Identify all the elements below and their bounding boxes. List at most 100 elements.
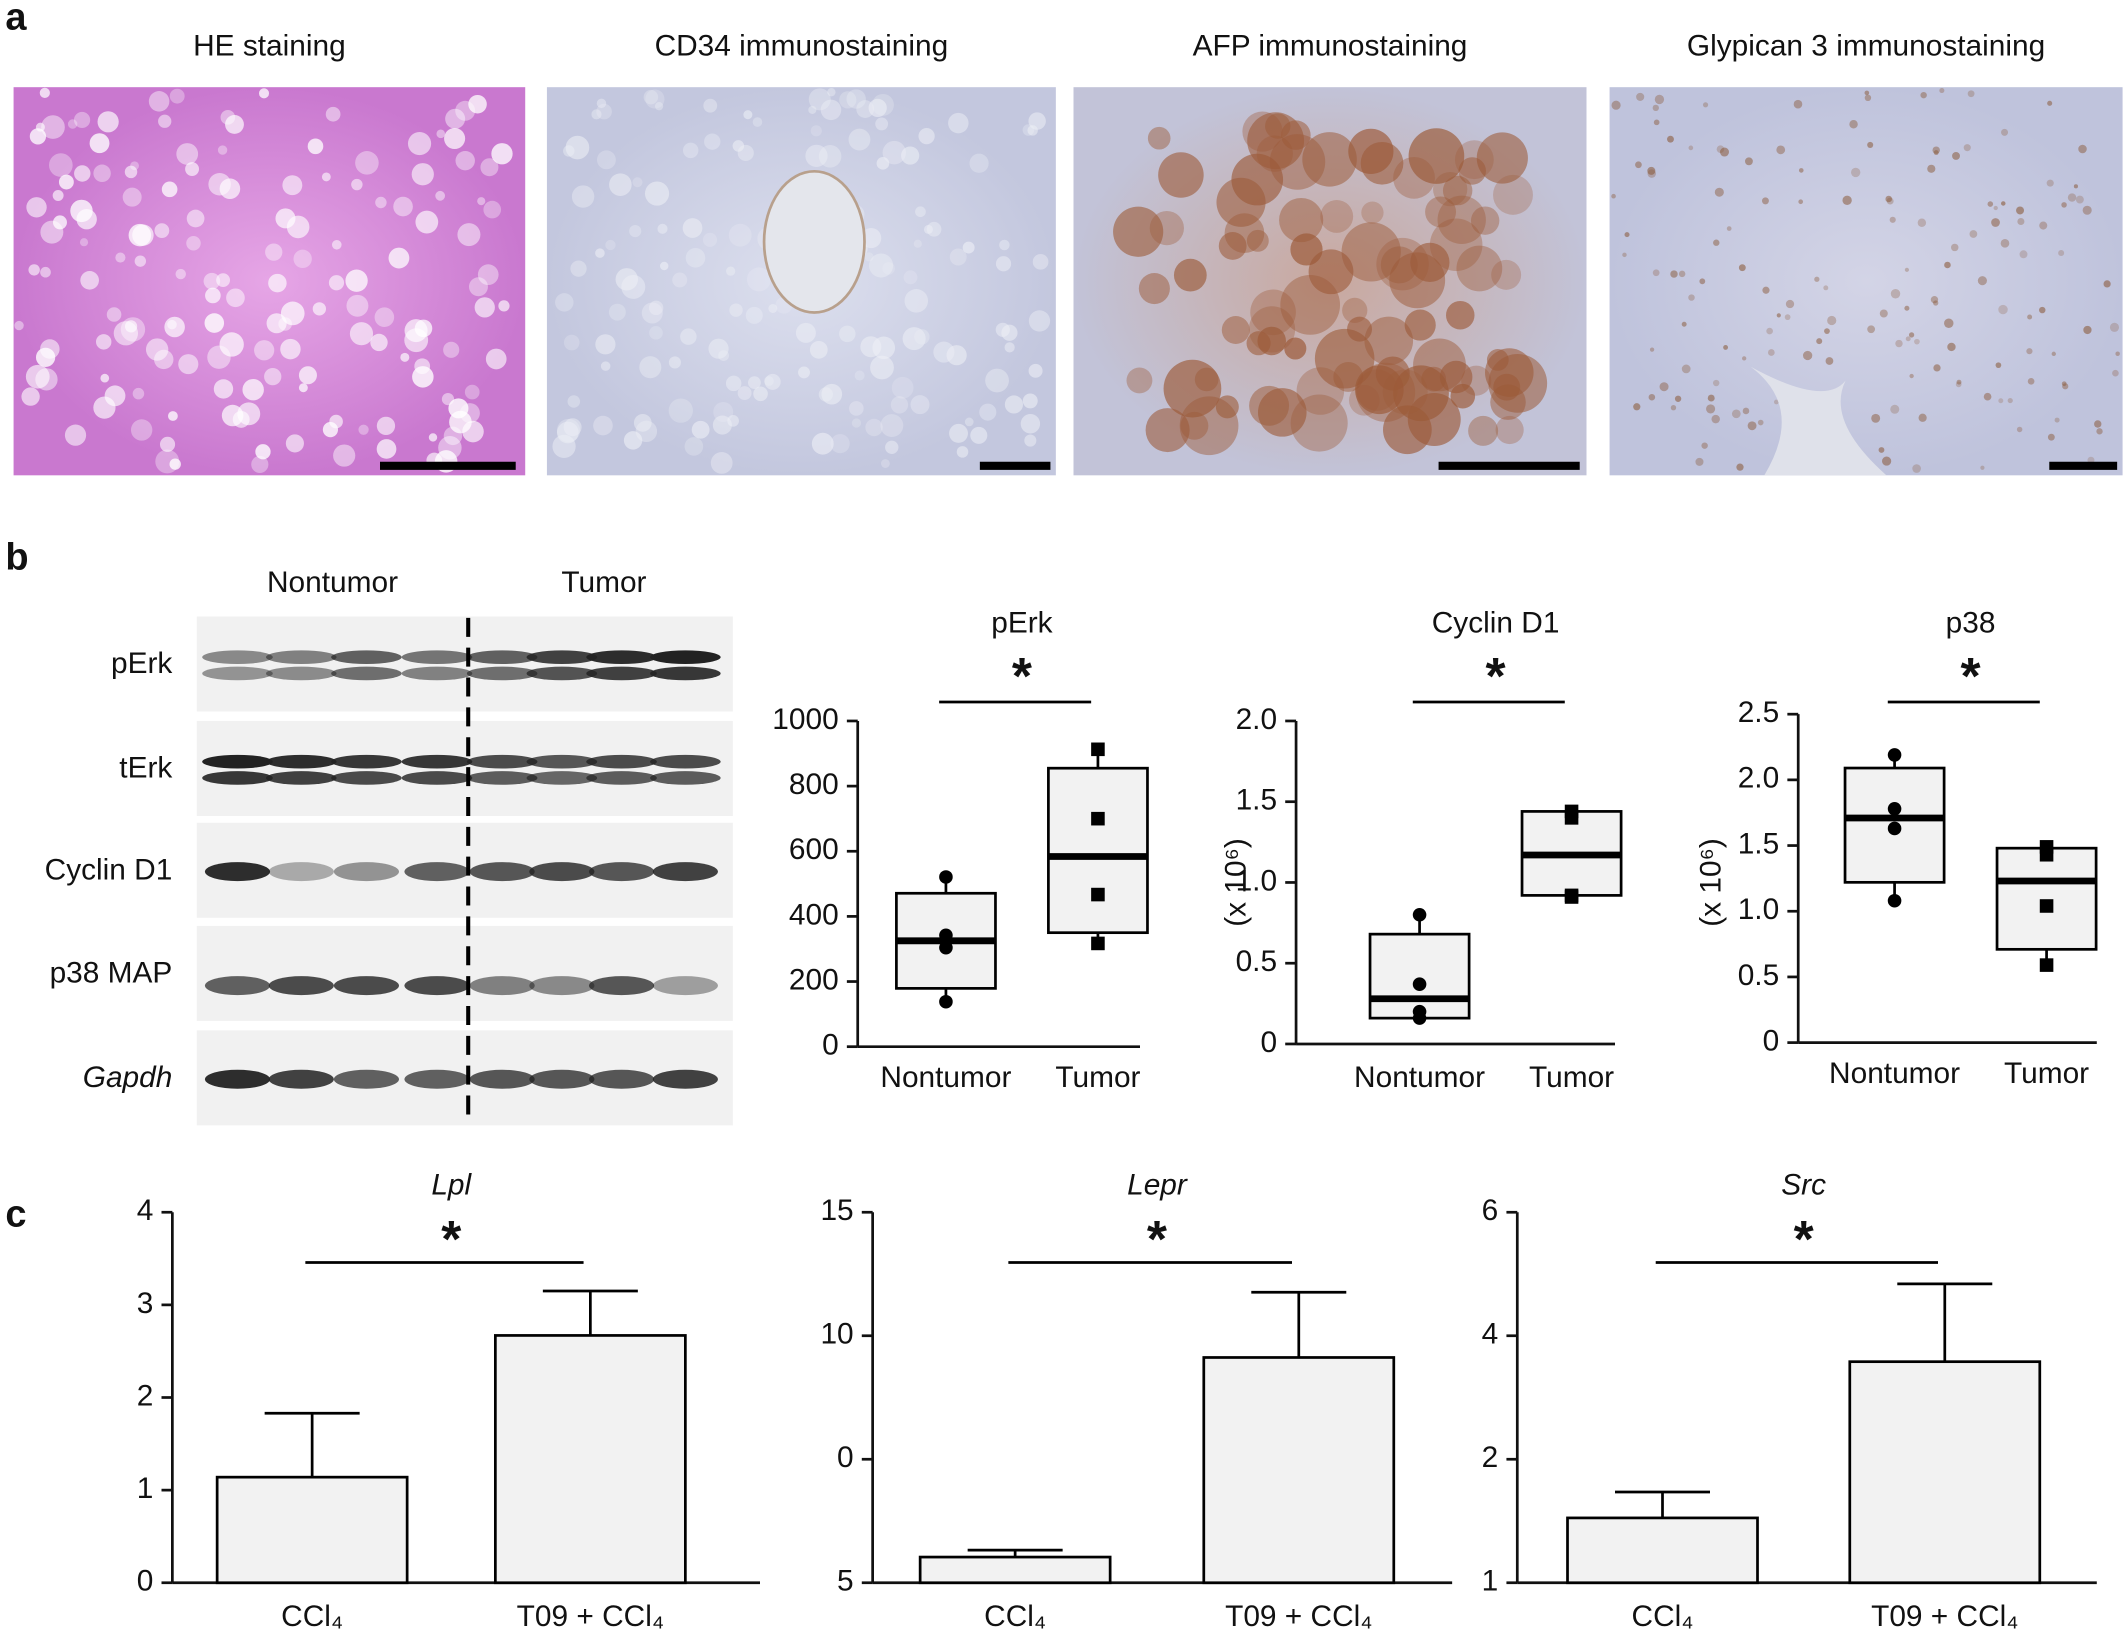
texture bbox=[1969, 230, 1978, 238]
texture bbox=[632, 177, 643, 188]
texture bbox=[1814, 276, 1820, 282]
band bbox=[333, 1069, 399, 1089]
texture bbox=[477, 197, 486, 206]
texture bbox=[325, 106, 341, 122]
texture bbox=[659, 261, 669, 271]
texture bbox=[764, 373, 781, 390]
texture bbox=[130, 161, 139, 171]
point bbox=[2039, 899, 2054, 913]
texture bbox=[846, 89, 866, 109]
texture bbox=[186, 209, 205, 228]
texture bbox=[1231, 153, 1284, 206]
texture bbox=[208, 173, 231, 196]
point bbox=[1091, 742, 1105, 757]
texture bbox=[1952, 151, 1960, 160]
texture bbox=[104, 385, 126, 407]
point bbox=[939, 870, 953, 884]
band bbox=[202, 771, 273, 785]
texture bbox=[1933, 150, 1939, 156]
texture bbox=[1004, 395, 1024, 414]
texture bbox=[1864, 94, 1872, 102]
texture bbox=[914, 329, 930, 345]
bar bbox=[1202, 1356, 1396, 1585]
texture bbox=[113, 321, 139, 346]
image-title: AFP immunostaining bbox=[1193, 30, 1468, 63]
texture bbox=[480, 158, 499, 177]
y-tick-label: 5 bbox=[837, 1565, 854, 1598]
texture bbox=[882, 140, 906, 165]
texture bbox=[2062, 383, 2069, 390]
texture bbox=[591, 109, 602, 120]
y-tick-label: 2.0 bbox=[1738, 762, 1780, 795]
texture bbox=[970, 426, 988, 444]
texture bbox=[28, 264, 40, 276]
texture bbox=[810, 125, 822, 137]
band bbox=[466, 754, 538, 769]
texture bbox=[595, 334, 616, 355]
texture bbox=[145, 338, 169, 361]
band bbox=[586, 650, 657, 664]
texture bbox=[2051, 351, 2056, 357]
texture bbox=[26, 197, 47, 218]
band bbox=[466, 650, 538, 664]
band bbox=[401, 754, 473, 769]
texture bbox=[2027, 377, 2035, 385]
vessel bbox=[762, 169, 866, 314]
texture bbox=[1265, 113, 1291, 139]
texture bbox=[1215, 395, 1239, 419]
texture bbox=[282, 175, 303, 196]
texture bbox=[444, 127, 466, 150]
texture bbox=[438, 436, 462, 460]
texture bbox=[809, 340, 828, 359]
point bbox=[1412, 907, 1427, 922]
texture bbox=[268, 273, 287, 293]
texture bbox=[1849, 120, 1858, 129]
band bbox=[466, 666, 538, 681]
texture bbox=[861, 227, 882, 249]
texture bbox=[615, 268, 638, 291]
texture bbox=[645, 89, 665, 109]
texture bbox=[333, 444, 356, 467]
texture bbox=[468, 277, 488, 297]
texture bbox=[2026, 348, 2033, 355]
texture bbox=[1714, 187, 1724, 197]
texture bbox=[1944, 318, 1954, 328]
texture bbox=[2058, 250, 2065, 257]
texture bbox=[1410, 242, 1450, 283]
point bbox=[1564, 890, 1579, 904]
texture bbox=[462, 420, 484, 443]
texture bbox=[864, 252, 874, 262]
band bbox=[266, 666, 337, 681]
texture bbox=[185, 162, 200, 176]
texture bbox=[926, 221, 942, 237]
vessel bbox=[1750, 366, 1887, 476]
texture bbox=[1885, 195, 1893, 203]
point bbox=[2039, 847, 2054, 862]
x-tick-label: T09 + CCl₄ bbox=[1225, 1600, 1372, 1633]
texture bbox=[2027, 314, 2033, 320]
texture bbox=[743, 110, 753, 120]
texture bbox=[685, 248, 706, 268]
chart-title: pErk bbox=[991, 606, 1052, 639]
texture bbox=[728, 223, 752, 247]
x-tick-label: Nontumor bbox=[1829, 1057, 1960, 1090]
texture bbox=[1659, 382, 1669, 392]
texture bbox=[1468, 415, 1499, 446]
texture bbox=[161, 181, 178, 198]
texture bbox=[491, 143, 513, 165]
texture bbox=[1648, 393, 1656, 401]
texture bbox=[1681, 321, 1687, 327]
texture bbox=[158, 114, 172, 128]
texture bbox=[154, 349, 174, 370]
texture bbox=[752, 117, 763, 127]
band bbox=[526, 666, 598, 681]
texture bbox=[1635, 161, 1642, 169]
texture bbox=[995, 256, 1012, 272]
texture bbox=[100, 373, 110, 383]
texture bbox=[39, 87, 50, 98]
point bbox=[1412, 977, 1427, 991]
texture bbox=[891, 376, 914, 399]
texture bbox=[1908, 332, 1915, 338]
texture bbox=[1723, 344, 1729, 350]
